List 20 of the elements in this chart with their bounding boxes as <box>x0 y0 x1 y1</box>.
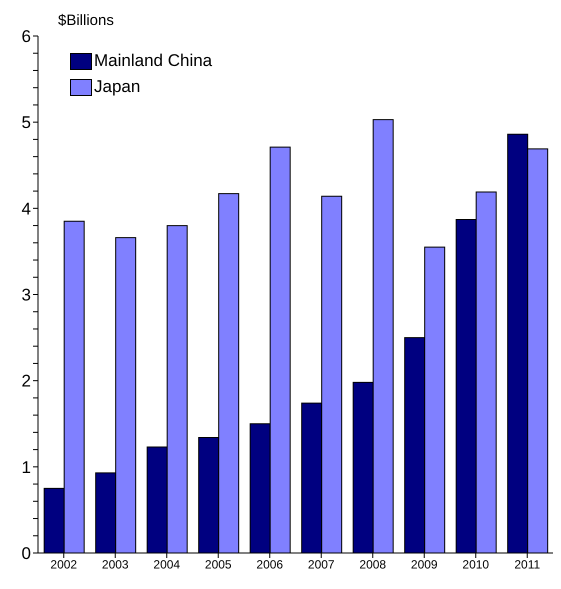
x-tick-label: 2003 <box>102 558 129 572</box>
x-tick-label: 2009 <box>410 558 438 572</box>
y-axis-title: $Billions <box>58 12 114 29</box>
y-tick-label: 1 <box>22 458 31 477</box>
x-tick-label: 2011 <box>514 558 540 572</box>
x-tick-label: 2002 <box>50 558 78 572</box>
x-tick-label: 2008 <box>359 558 386 572</box>
x-tick-label: 2010 <box>462 558 490 572</box>
y-tick-label: 0 <box>22 544 31 564</box>
legend-label: Japan <box>94 77 140 97</box>
x-tick-label: 2005 <box>204 558 232 572</box>
y-tick-label: 6 <box>22 27 31 46</box>
x-tick-label: 2004 <box>153 558 180 572</box>
x-tick-label: 2006 <box>256 558 284 572</box>
y-tick-label: 4 <box>22 199 31 218</box>
legend-label: Mainland China <box>94 51 212 71</box>
y-tick-label: 2 <box>22 372 31 391</box>
y-tick-label: 5 <box>22 113 31 132</box>
x-tick-label: 2007 <box>308 558 335 572</box>
y-tick-label: 3 <box>22 286 31 305</box>
